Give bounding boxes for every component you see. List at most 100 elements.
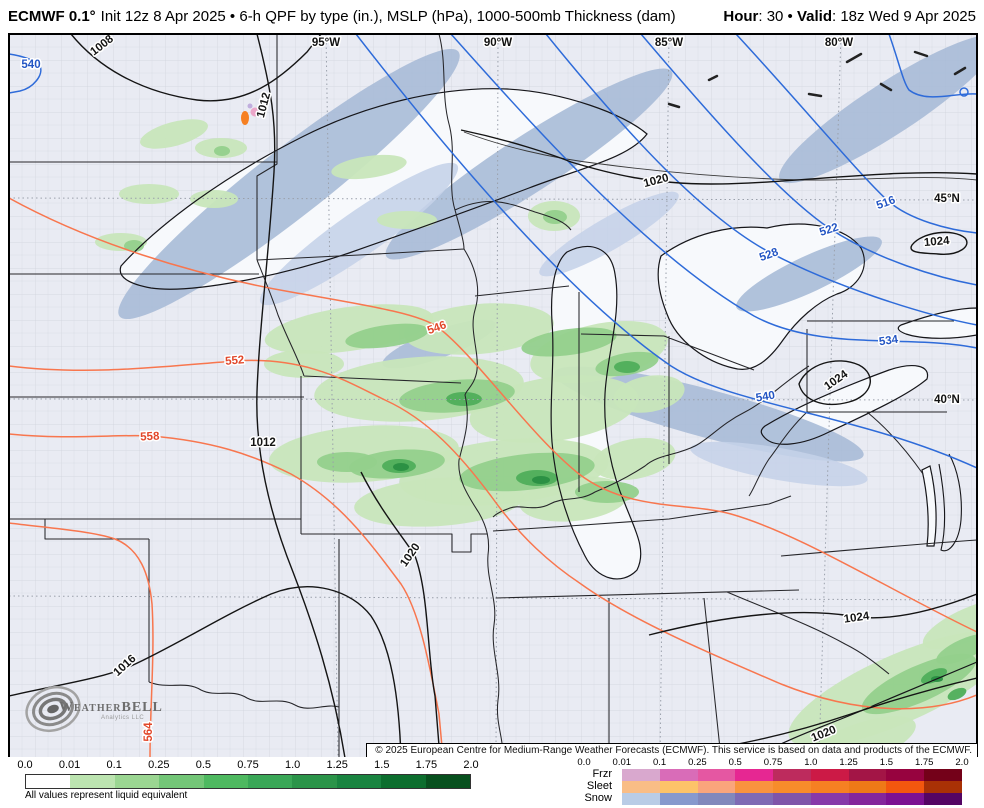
mslp-label: 1024 <box>843 610 871 626</box>
rain-tick-label: 0.75 <box>237 759 259 771</box>
atlantic-coastline <box>752 661 977 758</box>
rain-tick-label: 1.5 <box>374 759 390 771</box>
ptype-color-swatch <box>810 781 849 793</box>
thickness-cold-label: 540 <box>21 59 40 71</box>
contour-564 <box>9 522 154 758</box>
ptype-colorbar <box>622 781 963 793</box>
canada-boundary <box>463 131 977 181</box>
forecast-map: 95°W 90°W 85°W 80°W 45°N 40°N 1008 1012 1012 1016… <box>8 33 978 759</box>
thickness-cold-label: 540 <box>755 389 776 404</box>
ptype-row-label: Sleet <box>586 780 612 792</box>
rain-color-swatch <box>26 775 71 788</box>
ptype-color-swatch <box>773 793 811 805</box>
sleet-dot <box>241 111 249 125</box>
ptype-color-swatch <box>924 769 963 781</box>
ptype-tick-label: 0.1 <box>652 757 667 768</box>
valid-label: Valid <box>796 8 832 25</box>
contour-540 <box>355 34 977 469</box>
rain-color-swatch <box>70 775 115 788</box>
contour-540-nw <box>9 53 42 94</box>
isobar-1020-mo <box>360 471 441 758</box>
rain-colorbar <box>25 774 471 789</box>
rain-tick-label: 0.1 <box>106 759 122 771</box>
ptype-color-swatch <box>773 769 811 781</box>
rain-tick-label: 0.0 <box>17 759 33 771</box>
mslp-label: 1024 <box>923 235 950 249</box>
ptype-color-swatch <box>848 793 887 805</box>
meridian-80w <box>818 34 842 758</box>
isobar-1020-north <box>460 129 977 185</box>
contour-534 <box>450 34 977 349</box>
contour-516 <box>735 34 977 234</box>
isobar-1024-ne <box>910 231 968 255</box>
contour-558 <box>9 433 444 758</box>
copyright-notice: © 2025 European Centre for Medium-Range … <box>366 743 977 758</box>
ptype-color-swatch <box>697 793 736 805</box>
contour-522 <box>640 34 977 286</box>
freezing-rain-dot <box>250 107 260 117</box>
ptype-tick-label: 1.0 <box>804 757 818 768</box>
ptype-colorbar <box>622 793 963 805</box>
ptype-color-swatch <box>773 781 811 793</box>
rain-color-swatch <box>381 775 426 788</box>
rain-color-swatch <box>425 775 471 788</box>
ptype-tick-label: 1.75 <box>914 757 934 768</box>
title-bar: ECMWF 0.1° Init 12z 8 Apr 2025 • 6-h QPF … <box>0 0 984 33</box>
rain-tick-label: 1.0 <box>284 759 301 771</box>
ptype-color-swatch <box>924 781 963 793</box>
ptype-color-swatch <box>924 793 963 805</box>
rain-tick-label: 1.75 <box>415 759 438 771</box>
ptype-color-swatch <box>886 793 925 805</box>
rain-tick-label: 2.0 <box>463 759 479 771</box>
meridian-90w <box>495 34 499 758</box>
ptype-color-swatch <box>622 781 660 793</box>
rain-color-swatch <box>114 775 160 788</box>
rain-tick-label: 0.5 <box>195 759 212 771</box>
ptype-color-swatch <box>659 769 698 781</box>
mslp-contours <box>9 34 977 758</box>
ptype-color-swatch <box>659 793 698 805</box>
longitude-label: 90°W <box>484 37 512 49</box>
rain-shading <box>95 119 977 758</box>
contour-ne-corner <box>888 34 977 98</box>
ptype-color-swatch <box>735 769 774 781</box>
ptype-color-swatch <box>622 769 660 781</box>
mslp-label: 1012 <box>250 437 276 449</box>
rain-color-swatch <box>203 775 249 788</box>
ptype-color-swatch <box>848 769 887 781</box>
meridian-85w <box>659 34 670 758</box>
rain-color-swatch <box>292 775 337 788</box>
ptype-row-label: Frzr <box>592 768 612 780</box>
longitude-label: 95°W <box>312 37 340 49</box>
rain-color-swatch <box>248 775 293 788</box>
ptype-color-swatch <box>735 781 774 793</box>
hour-label: Hour <box>723 8 759 25</box>
legend-footnote: All values represent liquid equivalent <box>25 790 188 801</box>
ptype-color-swatch <box>886 769 925 781</box>
longitude-label: 80°W <box>825 37 853 49</box>
valid-value: : 18z Wed 9 Apr 2025 <box>832 8 976 25</box>
delmarva-coast <box>938 453 962 552</box>
model-title: ECMWF 0.1° Init 12z 8 Apr 2025 • 6-h QPF … <box>8 8 676 25</box>
ptype-color-swatch <box>886 781 925 793</box>
thickness-contours-warm <box>9 197 977 758</box>
rain-color-swatch <box>336 775 382 788</box>
isobar-1012 <box>256 34 346 758</box>
rain-tick-label: 0.01 <box>58 759 81 771</box>
isobar-1024-pa <box>798 360 871 406</box>
snow-mix-dot <box>247 103 253 109</box>
ptype-color-swatch <box>810 769 849 781</box>
ptype-color-swatch <box>697 781 736 793</box>
ptype-tick-label: 0.01 <box>612 757 632 768</box>
parallel-35n <box>9 595 977 601</box>
thickness-warm-label: 552 <box>225 354 245 368</box>
rain-tick-label: 1.25 <box>326 759 348 771</box>
longitude-label: 85°W <box>655 37 683 49</box>
ptype-color-swatch <box>697 769 736 781</box>
valid-time: Hour: 30 • Valid: 18z Wed 9 Apr 2025 <box>723 8 976 25</box>
latitude-label: 40°N <box>934 394 960 406</box>
weatherbell-logo: WeatherBELL Analytics LLC <box>23 682 193 738</box>
meridian-95w <box>325 34 339 758</box>
contour-546 <box>9 197 977 633</box>
legend-bar: All values represent liquid equivalent 0… <box>0 757 984 808</box>
